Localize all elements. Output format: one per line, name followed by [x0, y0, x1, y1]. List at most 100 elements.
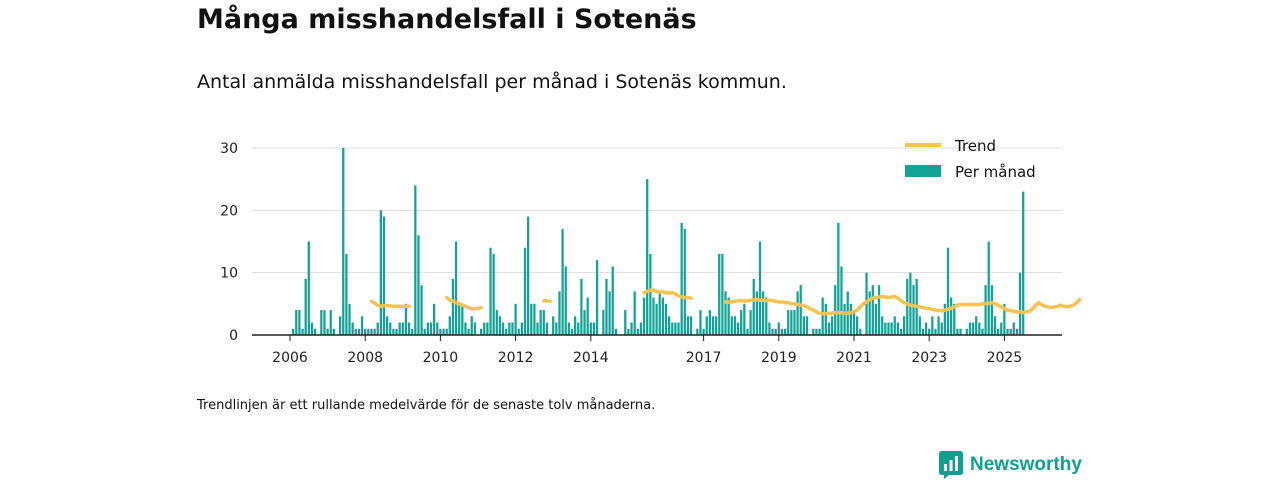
bar	[990, 285, 993, 335]
bar	[339, 316, 342, 335]
bar	[671, 322, 674, 335]
bar	[890, 322, 893, 335]
bar	[968, 322, 972, 335]
bar	[802, 316, 805, 335]
bar	[740, 310, 743, 335]
bar	[611, 266, 614, 335]
legend-bar-label: Per månad	[955, 163, 1036, 181]
bar	[489, 247, 492, 335]
x-axis-ticks: 2006 2008 2010 2012 2014 2017 2019 2021 2023 2025	[272, 335, 1022, 366]
bar	[473, 322, 476, 335]
bar	[442, 328, 445, 335]
bar	[928, 328, 931, 335]
bar	[1006, 328, 1009, 335]
bar	[827, 322, 831, 335]
footnote: Trendlinjen är ett rullande medelvärde f…	[197, 398, 656, 413]
bar	[389, 322, 392, 335]
bar	[414, 185, 417, 335]
bar	[580, 278, 583, 335]
bar	[351, 322, 354, 335]
bar	[636, 328, 639, 335]
bar	[508, 322, 511, 335]
x-tick-label: 2019	[761, 350, 797, 366]
bar	[981, 328, 984, 335]
bar	[987, 241, 990, 335]
bar	[292, 328, 295, 335]
bar	[834, 285, 837, 335]
bar	[702, 328, 705, 335]
bar	[799, 285, 802, 335]
bar	[624, 310, 627, 335]
bar	[774, 328, 777, 335]
bar	[423, 328, 426, 335]
y-tick-label: 0	[229, 328, 238, 344]
bar	[649, 253, 652, 335]
trend-series	[369, 288, 1082, 316]
bar	[520, 322, 523, 335]
brand-logo[interactable]: Newsworthy	[939, 451, 1082, 479]
brand-name: Newsworthy	[970, 454, 1082, 475]
bar	[564, 266, 567, 335]
bar	[467, 328, 470, 335]
bar	[602, 310, 605, 335]
bar	[680, 222, 683, 335]
bar	[329, 310, 332, 335]
bar	[777, 322, 780, 335]
bar	[893, 316, 896, 335]
bar	[614, 328, 617, 335]
trend-line	[642, 288, 693, 300]
trend-line	[723, 294, 1082, 316]
bar	[583, 310, 586, 335]
bar	[501, 322, 505, 335]
bar	[498, 316, 502, 335]
bar	[708, 310, 711, 335]
bar	[783, 328, 787, 335]
legend: Trend Per månad	[905, 137, 1036, 181]
bar	[589, 322, 592, 335]
bar	[342, 148, 345, 335]
bar	[561, 229, 564, 335]
bar	[724, 291, 727, 335]
bar	[971, 322, 975, 335]
bar	[436, 322, 439, 335]
bar	[661, 297, 664, 335]
bar	[577, 322, 580, 335]
bar	[301, 328, 304, 335]
bar	[1012, 322, 1015, 335]
bar	[940, 322, 943, 335]
bar	[376, 322, 379, 335]
bar	[677, 322, 680, 335]
bar	[711, 316, 715, 335]
bar	[937, 316, 940, 335]
bar	[345, 253, 348, 335]
bar	[959, 328, 962, 335]
bar	[1003, 303, 1006, 335]
bar	[404, 303, 408, 335]
bar	[407, 322, 411, 335]
bar	[824, 303, 827, 335]
bar	[464, 322, 467, 335]
bar	[364, 328, 367, 335]
bar	[743, 303, 746, 335]
bar	[918, 316, 921, 335]
bar	[686, 316, 690, 335]
bar	[448, 316, 451, 335]
bar	[382, 216, 386, 335]
bar	[483, 322, 486, 335]
bar	[630, 322, 633, 335]
bar	[1022, 191, 1025, 335]
bar	[454, 241, 458, 335]
bar	[295, 310, 298, 335]
bar	[542, 310, 545, 335]
bar	[567, 322, 570, 335]
bar	[605, 278, 608, 335]
bar	[683, 229, 686, 335]
bar	[1015, 328, 1019, 335]
bar	[495, 310, 498, 335]
x-tick-label: 2008	[347, 350, 383, 366]
bar	[470, 316, 473, 335]
bar	[1000, 322, 1003, 335]
bar	[818, 328, 821, 335]
bar	[758, 241, 762, 335]
bar	[727, 297, 730, 335]
